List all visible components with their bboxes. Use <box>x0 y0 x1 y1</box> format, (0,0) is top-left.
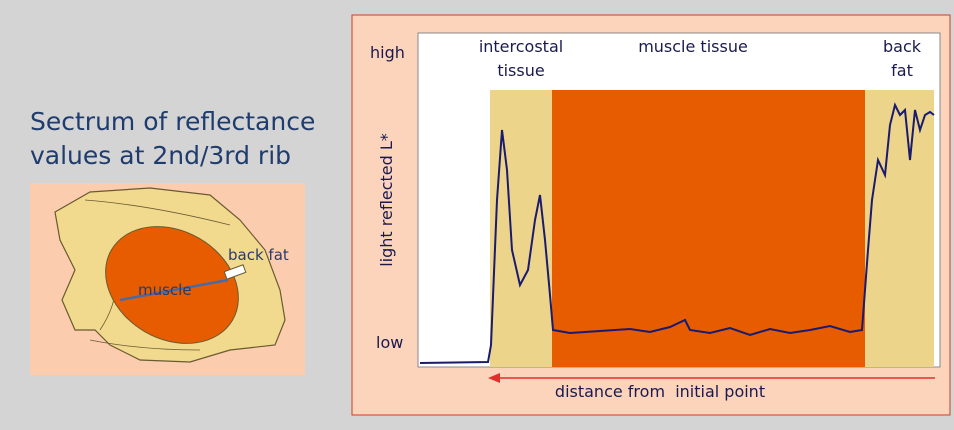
region-label: intercostal <box>479 37 563 56</box>
region-label: tissue <box>497 61 544 80</box>
region-label: back <box>883 37 922 56</box>
region-label: fat <box>891 61 913 80</box>
back-fat-region <box>865 90 934 367</box>
slide: Sectrum of reflectance values at 2nd/3rd… <box>0 0 954 430</box>
y-axis-label: light reflected L* <box>377 133 396 267</box>
back-fat-label: back fat <box>228 246 289 264</box>
illustration: muscle back fat <box>30 183 305 375</box>
x-axis-label: distance from initial point <box>555 382 765 401</box>
y-low: low <box>376 333 403 352</box>
region-label: muscle tissue <box>638 37 748 56</box>
muscle-label: muscle <box>138 281 192 299</box>
intercostal-region <box>490 90 552 367</box>
muscle-region <box>552 90 865 367</box>
y-high: high <box>370 43 405 62</box>
title-line: Sectrum of reflectance <box>30 107 315 136</box>
profile-panel: high low light reflected L* intercostal … <box>352 15 950 415</box>
title-line: values at 2nd/3rd rib <box>30 141 291 170</box>
